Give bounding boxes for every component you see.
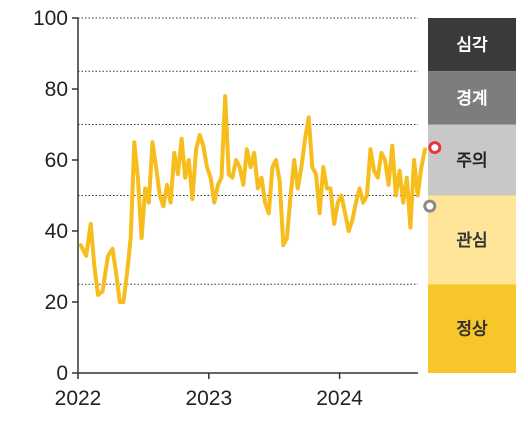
grid-lines	[78, 17, 418, 285]
band-2	[428, 124, 516, 196]
y-tick-label: 0	[56, 362, 68, 385]
series	[78, 94, 427, 304]
x-tick-labels: 2022 2023 2024	[55, 373, 363, 410]
x-tick-label: 2022	[55, 387, 102, 410]
gray-ring-marker	[423, 199, 437, 213]
y-tick-label: 40	[45, 220, 68, 243]
band-label: 심각	[456, 36, 488, 56]
band-label: 주의	[456, 151, 487, 171]
y-tick-labels: 0 20 40 60 80 100	[33, 7, 78, 385]
band-3	[428, 195, 516, 285]
y-tick-label: 60	[45, 149, 68, 172]
band-1	[428, 71, 516, 125]
x-tick-label: 2024	[316, 387, 363, 410]
red-ring-marker	[428, 141, 442, 155]
band-label: 정상	[456, 320, 488, 340]
band-4	[428, 284, 516, 373]
y-tick-label: 80	[45, 78, 68, 101]
y-tick-label: 20	[45, 291, 68, 314]
x-tick-label: 2023	[185, 387, 232, 410]
series-line-0	[78, 94, 427, 304]
band-label: 관심	[456, 231, 487, 251]
axes	[77, 18, 418, 374]
band-0	[428, 18, 516, 72]
end-markers	[423, 141, 442, 213]
y-tick-label: 100	[33, 7, 68, 30]
band-label: 경계	[456, 89, 487, 109]
